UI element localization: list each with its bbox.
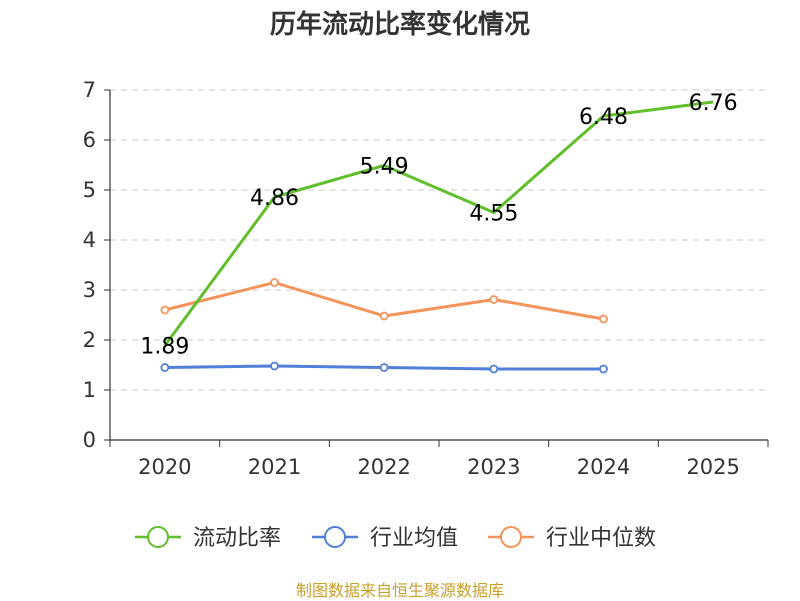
data-label: 4.55 — [469, 202, 518, 227]
chart-title: 历年流动比率变化情况 — [269, 10, 530, 40]
series-point-3 — [270, 278, 279, 287]
series-line-1 — [163, 100, 714, 347]
data-label: 6.48 — [579, 105, 628, 130]
y-tick-label: 2 — [83, 328, 96, 352]
series-point-2 — [379, 363, 389, 372]
x-tick-label: 2025 — [686, 455, 739, 479]
x-tick-label: 2024 — [577, 455, 630, 479]
y-tick-label: 4 — [83, 228, 96, 252]
series-point-3 — [599, 314, 608, 324]
legend-item-1[interactable]: 流动比率 — [135, 526, 281, 551]
series-point-3 — [379, 311, 389, 321]
gridlines — [110, 89, 768, 391]
legend-label: 行业中位数 — [546, 526, 656, 551]
y-tick-label: 5 — [83, 178, 96, 202]
x-tick-label: 2022 — [357, 455, 410, 479]
legend-marker — [500, 526, 522, 548]
series-point-3 — [160, 305, 170, 315]
data-label: 4.86 — [250, 186, 299, 211]
legend-marker — [324, 526, 346, 548]
legend[interactable]: 流动比率 行业均值 行业中位数 — [135, 526, 656, 551]
x-tick-label: 2021 — [248, 455, 301, 479]
x-tick-label: 2020 — [138, 455, 191, 479]
source-footer: 制图数据来自恒生聚源数据库 — [295, 581, 504, 600]
legend-label: 流动比率 — [193, 526, 281, 551]
data-label: 5.49 — [360, 155, 409, 180]
series-point-3 — [489, 295, 499, 304]
legend-marker — [147, 526, 169, 548]
legend-label: 行业均值 — [370, 526, 458, 551]
y-tick-label: 1 — [83, 378, 96, 402]
series-point-2 — [489, 364, 499, 374]
legend-item-2[interactable]: 行业均值 — [312, 526, 458, 551]
legend-item-3[interactable]: 行业中位数 — [488, 526, 656, 551]
data-label: 1.89 — [140, 335, 189, 360]
axes: 0 1 2 3 4 5 6 7 2020 2021 2022 2023 2024 2025 — [83, 78, 769, 479]
series-point-2 — [270, 361, 279, 371]
y-tick-label: 7 — [83, 78, 96, 102]
series-point-2 — [160, 363, 170, 372]
series — [160, 100, 714, 374]
y-tick-label: 0 — [83, 428, 96, 452]
data-label: 6.76 — [689, 91, 738, 116]
data-labels: 1.89 4.86 5.49 4.55 6.48 6.76 — [140, 91, 737, 360]
y-tick-label: 3 — [83, 278, 96, 302]
y-tick-label: 6 — [83, 128, 96, 152]
x-tick-label: 2023 — [467, 455, 520, 479]
series-point-2 — [599, 364, 608, 374]
